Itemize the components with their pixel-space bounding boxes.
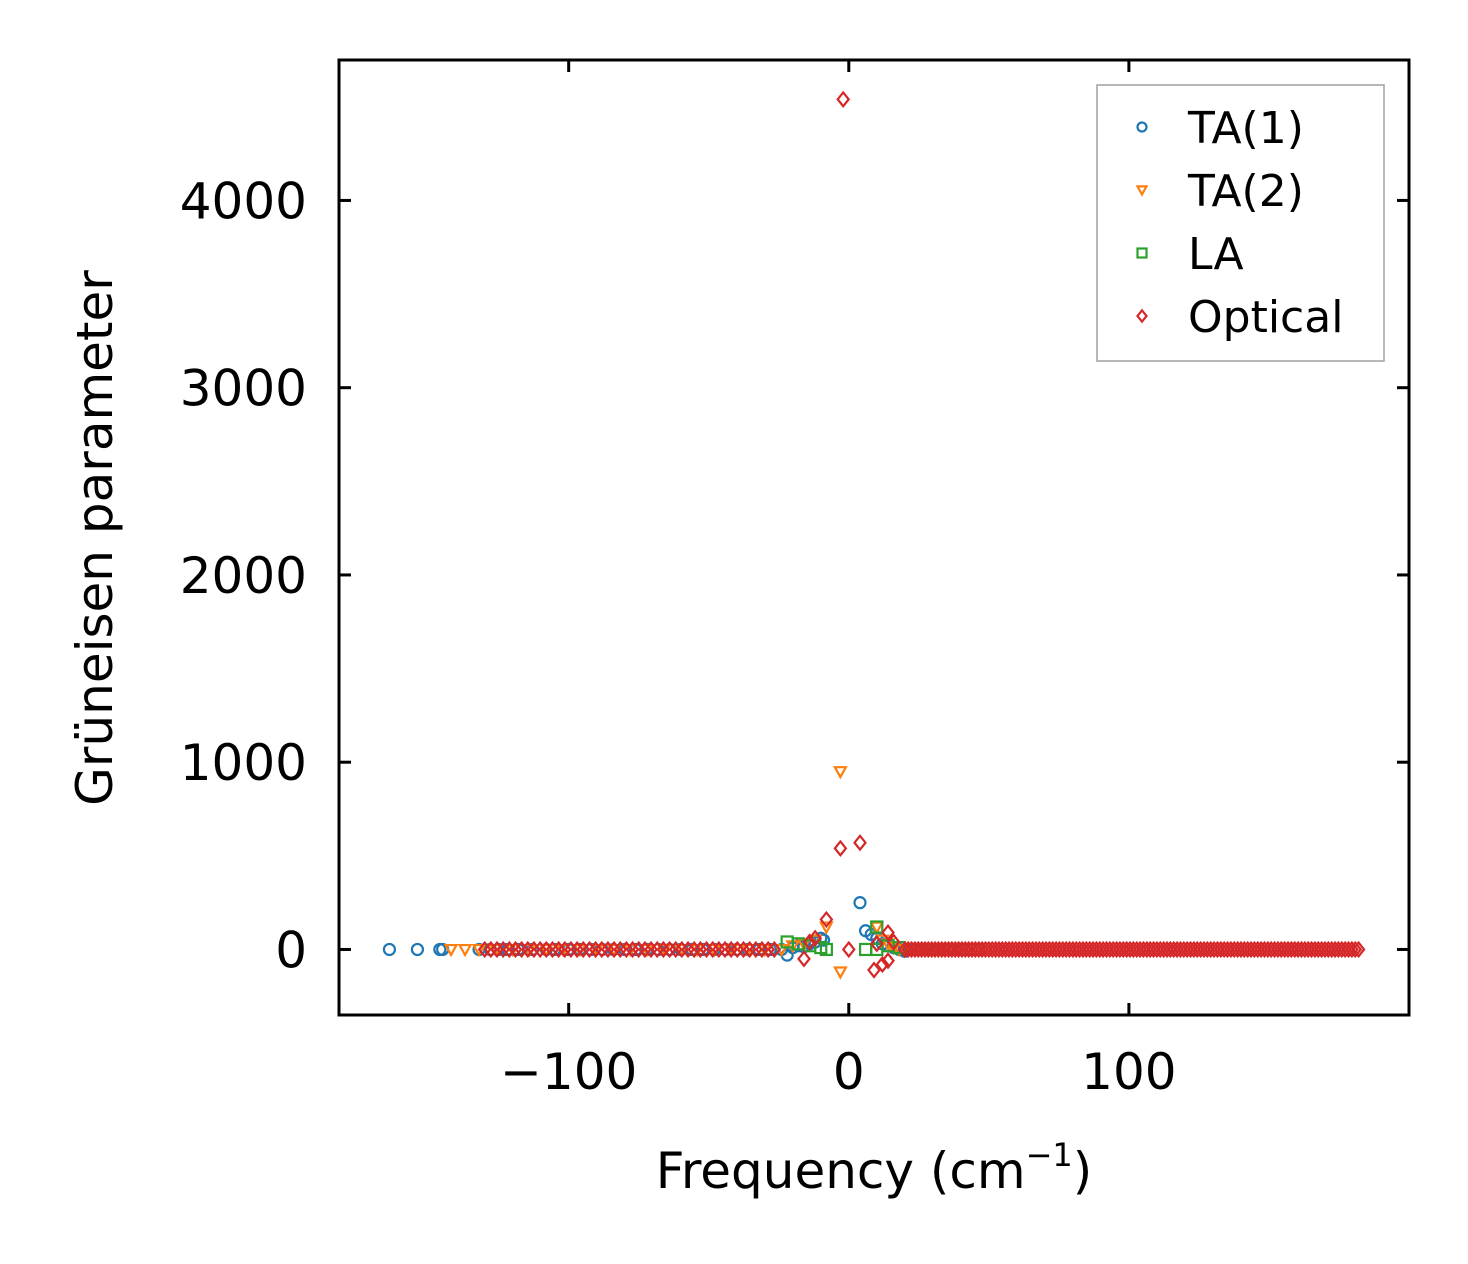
x-tick-label: −100: [500, 1043, 637, 1101]
point-optical: [797, 950, 811, 968]
point-la: [858, 942, 873, 957]
point-optical: [836, 90, 851, 108]
legend-marker-ta-1: [1136, 121, 1148, 133]
x-tick-label: 100: [1081, 1043, 1176, 1101]
point-optical: [867, 961, 881, 979]
x-tick-label: 0: [833, 1043, 865, 1101]
point-la: [819, 942, 833, 957]
point-optical: [853, 834, 867, 852]
legend-label-ta-1: TA(1): [1187, 103, 1304, 154]
legend-marker-ta-2: [1135, 185, 1149, 197]
point-ta-1: [382, 942, 397, 957]
legend: TA(1) TA(2) LA Optical: [1096, 84, 1385, 362]
point-optical: [841, 940, 856, 959]
point-optical: [881, 923, 895, 942]
point-ta-2: [471, 943, 487, 958]
point-ta-2: [833, 966, 848, 980]
plot-frame: [337, 58, 1411, 1017]
legend-label-la: LA: [1188, 229, 1244, 280]
point-optical: [875, 955, 890, 974]
legend-marker-la: [1136, 247, 1148, 259]
y-tick-label: 0: [275, 921, 307, 979]
y-tick-label: 1000: [180, 734, 307, 792]
point-ta-1: [853, 896, 867, 910]
point-ta-2: [538, 943, 554, 958]
y-tick-label: 2000: [180, 547, 307, 605]
x-axis-label: Frequency (cm−1): [656, 1136, 1093, 1200]
point-optical: [767, 940, 782, 959]
point-ta-1: [511, 942, 525, 957]
point-ta-2: [457, 943, 473, 958]
x-axis-label-main: Frequency (cm: [656, 1142, 1026, 1200]
x-axis-label-superscript: −1: [1026, 1136, 1073, 1174]
point-ta-2: [833, 766, 848, 780]
legend-label-ta-2: TA(2): [1187, 166, 1304, 217]
point-ta-2: [869, 921, 885, 935]
x-axis-label-end: ): [1073, 1142, 1093, 1200]
point-optical: [833, 839, 848, 857]
point-optical: [1348, 940, 1363, 959]
point-ta-2: [819, 921, 834, 935]
point-optical: [1351, 940, 1366, 959]
legend-label-optical: Optical: [1188, 292, 1343, 343]
point-optical: [881, 952, 895, 970]
point-optical: [819, 910, 834, 929]
point-ta-2: [723, 943, 739, 958]
point-optical: [886, 933, 901, 951]
data-marks: [382, 90, 1366, 980]
y-tick-label: 4000: [180, 172, 307, 230]
y-tick-label: 3000: [180, 360, 307, 418]
point-la: [870, 920, 884, 934]
y-axis-label: Grüneisen parameter: [66, 270, 124, 806]
point-optical: [802, 933, 817, 951]
point-optical: [869, 935, 884, 953]
legend-marker-optical: [1136, 308, 1148, 324]
point-ta-2: [443, 943, 459, 958]
point-ta-1: [410, 942, 425, 957]
